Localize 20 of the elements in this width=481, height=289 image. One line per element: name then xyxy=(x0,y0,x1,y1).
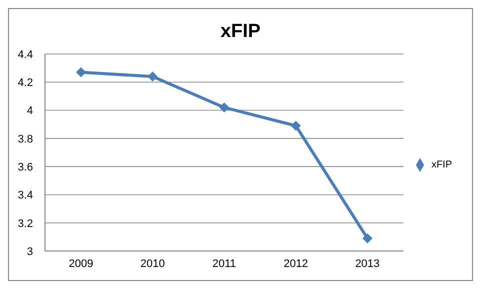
y-tick-label: 4.2 xyxy=(18,77,33,90)
point xyxy=(76,67,86,78)
y-tick-label: 3.8 xyxy=(18,133,33,146)
x-tick-label: 2009 xyxy=(68,258,94,270)
x-tick-label: 2010 xyxy=(140,258,165,270)
y-tick-label: 4.4 xyxy=(18,48,33,61)
legend-label: xFIP xyxy=(431,160,452,171)
point xyxy=(219,102,230,112)
x-tick-label: 2012 xyxy=(284,258,308,270)
chart-title: xFIP xyxy=(219,20,262,44)
y-tick-label: 3 xyxy=(26,246,33,258)
point xyxy=(290,120,301,131)
x-tick-label: 2011 xyxy=(212,258,236,270)
y-tick-label: 3.6 xyxy=(18,161,33,174)
x-tick-label: 2013 xyxy=(355,258,380,270)
y-tick-label: 4 xyxy=(26,105,33,118)
point xyxy=(362,233,372,244)
point xyxy=(148,72,158,82)
y-tick-label: 3.4 xyxy=(18,190,33,202)
y-tick-label: 3.2 xyxy=(18,218,33,230)
